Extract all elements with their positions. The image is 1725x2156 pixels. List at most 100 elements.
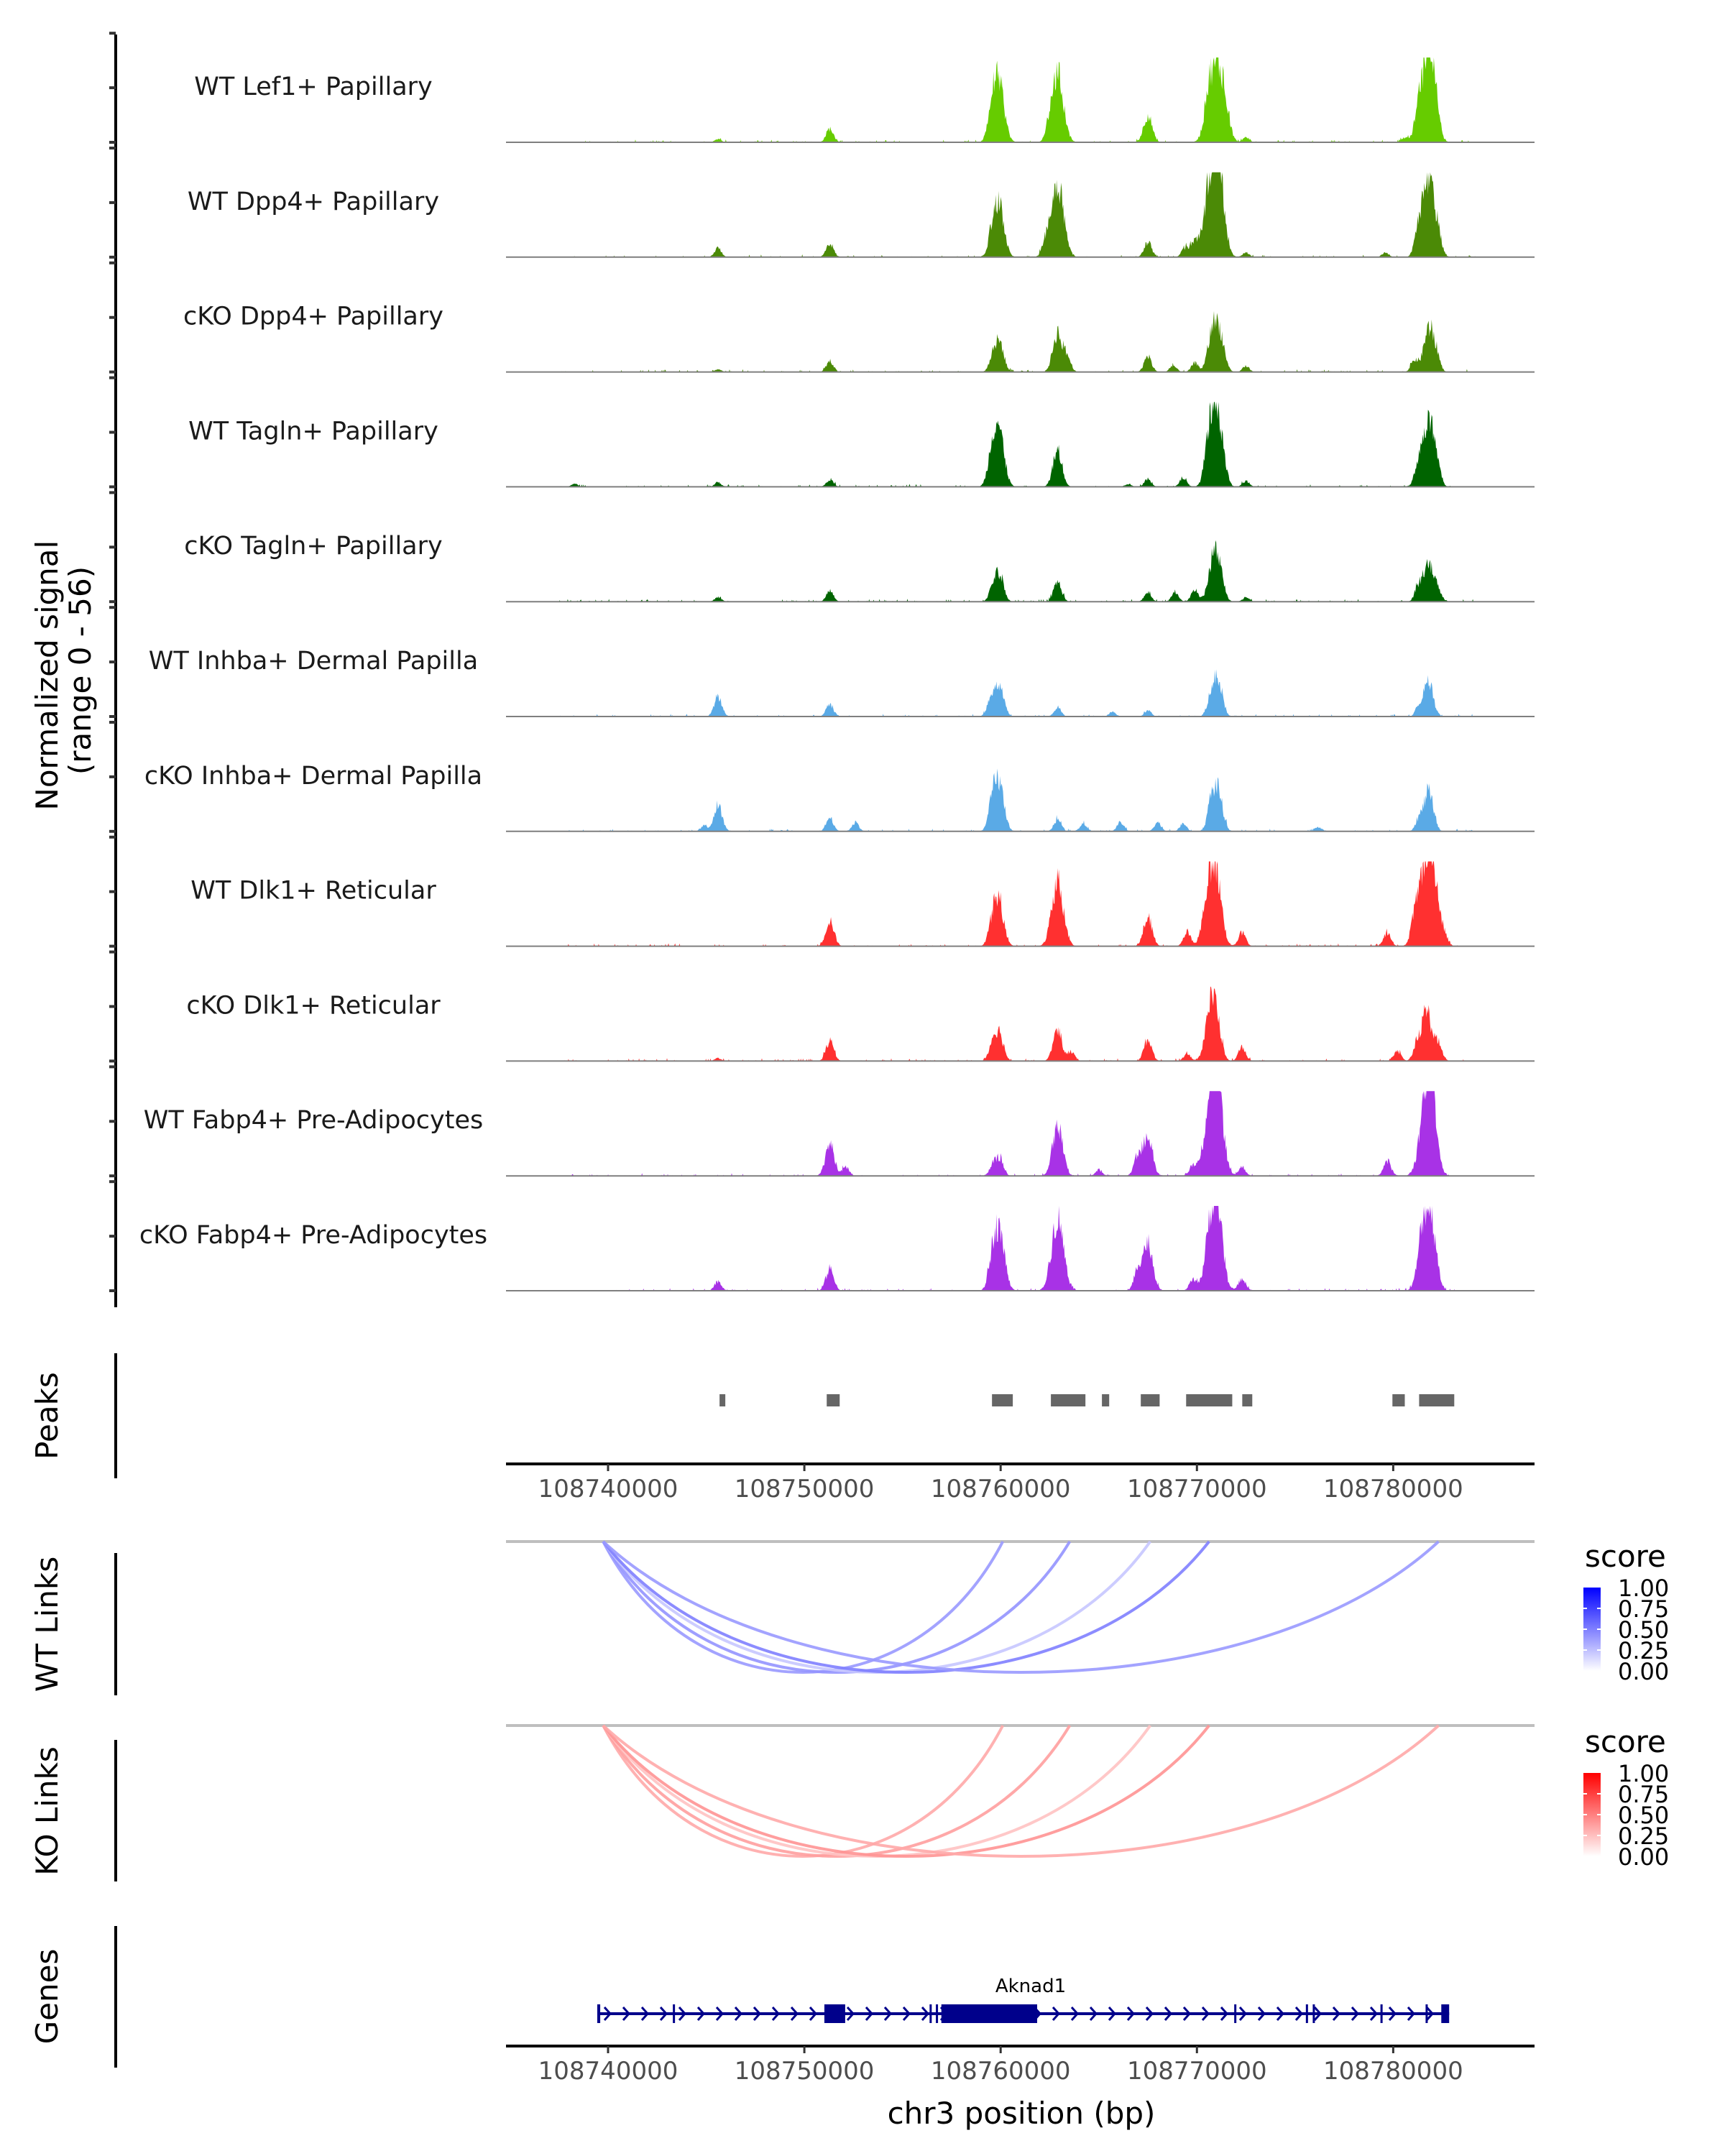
strand-arrow bbox=[622, 2007, 630, 2021]
strand-arrow bbox=[1126, 2007, 1135, 2021]
strand-arrow bbox=[1164, 2007, 1172, 2021]
gene-exon bbox=[673, 2004, 676, 2023]
track-label: cKO Dlk1+ Reticular bbox=[186, 991, 441, 1020]
signal-area bbox=[506, 1091, 1535, 1176]
genes-section: Genes Aknad1 108740000 108750000 108760000… bbox=[29, 1926, 1535, 2131]
strand-arrow bbox=[1407, 2007, 1415, 2021]
legend-tick-label: 0.25 bbox=[1618, 1637, 1669, 1664]
x-tick-label: 108740000 bbox=[538, 1475, 678, 1503]
gene-exon bbox=[1305, 2004, 1308, 2023]
link-arc bbox=[602, 1724, 1072, 1858]
x-tick-label: 108770000 bbox=[1127, 1475, 1267, 1503]
track-label: cKO Fabp4+ Pre-Adipocytes bbox=[139, 1221, 487, 1250]
link-arc bbox=[602, 1540, 1210, 1674]
signal-track: WT Dpp4+ Papillary bbox=[188, 172, 1535, 258]
track-label: WT Dlk1+ Reticular bbox=[190, 877, 436, 906]
link-arc bbox=[602, 1541, 1004, 1674]
link-arc bbox=[602, 1724, 1210, 1858]
x-tick-label: 108760000 bbox=[931, 1475, 1071, 1503]
x-axis-title: chr3 position (bp) bbox=[888, 2096, 1156, 2131]
legend-tick-label: 0.25 bbox=[1618, 1823, 1669, 1850]
link-arc bbox=[602, 1540, 1072, 1674]
track-label: cKO Dpp4+ Papillary bbox=[183, 303, 443, 331]
signal-y-ticks bbox=[109, 32, 116, 1292]
strand-arrow bbox=[1351, 2007, 1359, 2021]
gene-exon bbox=[1425, 2004, 1428, 2023]
legend-tick-label: 0.00 bbox=[1618, 1843, 1669, 1871]
strand-arrow bbox=[1089, 2007, 1098, 2021]
legend-tick-label: 1.00 bbox=[1618, 1760, 1669, 1787]
gene-exon bbox=[1312, 2004, 1315, 2023]
gene-exon bbox=[941, 2004, 1037, 2023]
gene-exon bbox=[824, 2004, 845, 2023]
signal-area bbox=[506, 1206, 1535, 1291]
strand-arrow bbox=[1201, 2007, 1210, 2021]
strand-arrow bbox=[1070, 2007, 1079, 2021]
signal-area bbox=[506, 540, 1535, 602]
strand-arrow bbox=[678, 2007, 686, 2021]
signal-area bbox=[506, 172, 1535, 257]
legend-tick-label: 0.00 bbox=[1618, 1658, 1669, 1685]
link-arc bbox=[602, 1725, 1004, 1858]
strand-arrow bbox=[902, 2007, 911, 2021]
strand-arrow bbox=[790, 2007, 799, 2021]
signal-track: WT Dlk1+ Reticular bbox=[190, 861, 1535, 947]
signal-track: WT Inhba+ Dermal Papilla bbox=[149, 647, 1535, 717]
signal-track: cKO Dlk1+ Reticular bbox=[186, 986, 1535, 1062]
peak-region bbox=[1392, 1394, 1405, 1406]
strand-arrow bbox=[734, 2007, 742, 2021]
x-tick-label: 108780000 bbox=[1323, 1475, 1463, 1503]
top-x-ticks: 108740000 108750000 108760000 108770000 1087… bbox=[538, 1464, 1463, 1503]
gene-exon bbox=[1380, 2004, 1383, 2023]
peak-region bbox=[992, 1394, 1013, 1406]
links-track-title: WT Links bbox=[29, 1557, 65, 1692]
x-tick-label: 108750000 bbox=[735, 2057, 875, 2086]
x-tick-label: 108780000 bbox=[1323, 2057, 1463, 2086]
strand-arrow bbox=[846, 2007, 855, 2021]
strand-arrow bbox=[1145, 2007, 1154, 2021]
genes-track-title: Genes bbox=[29, 1949, 65, 2045]
strand-arrow bbox=[715, 2007, 724, 2021]
link-arc bbox=[602, 1540, 1151, 1674]
strand-arrow bbox=[921, 2007, 929, 2021]
gene-exon bbox=[1234, 2004, 1237, 2023]
legend-title: score bbox=[1585, 1724, 1666, 1759]
bottom-x-ticks: 108740000 108750000 108760000 108770000 1087… bbox=[538, 2046, 1463, 2086]
gene-exon bbox=[936, 2004, 939, 2023]
strand-arrow bbox=[1425, 2007, 1434, 2021]
peak-regions bbox=[719, 1394, 1455, 1406]
gene-exon bbox=[929, 2004, 932, 2023]
signal-track: WT Lef1+ Papillary bbox=[194, 57, 1535, 143]
legend-title: score bbox=[1585, 1539, 1666, 1574]
signal-track: cKO Dpp4+ Papillary bbox=[183, 303, 1535, 373]
track-label: WT Inhba+ Dermal Papilla bbox=[149, 647, 478, 676]
x-tick-label: 108750000 bbox=[735, 1475, 875, 1503]
signal-tracks: WT Lef1+ Papillary WT Dpp4+ Papillary cKO … bbox=[139, 57, 1535, 1291]
signal-area bbox=[506, 861, 1535, 946]
legend-tick-label: 0.50 bbox=[1618, 1802, 1669, 1829]
gene-exon bbox=[597, 2004, 601, 2023]
strand-arrow bbox=[771, 2007, 780, 2021]
legend-tick-label: 0.75 bbox=[1618, 1595, 1669, 1623]
strand-arrow bbox=[640, 2007, 649, 2021]
signal-area bbox=[506, 57, 1535, 142]
signal-area bbox=[506, 402, 1535, 487]
strand-arrow bbox=[865, 2007, 873, 2021]
strand-arrow bbox=[1220, 2007, 1228, 2021]
peak-region bbox=[1141, 1394, 1160, 1406]
signal-area bbox=[506, 669, 1535, 717]
peak-region bbox=[1242, 1394, 1253, 1406]
strand-arrow bbox=[1182, 2007, 1191, 2021]
gene-exon bbox=[1441, 2004, 1450, 2023]
signal-y-axis-title: Normalized signal (range 0 - 56) bbox=[29, 530, 98, 810]
strand-arrow bbox=[696, 2007, 705, 2021]
strand-arrow bbox=[1294, 2007, 1303, 2021]
strand-arrow bbox=[753, 2007, 761, 2021]
strand-arrow bbox=[1332, 2007, 1340, 2021]
peak-region bbox=[1419, 1394, 1455, 1406]
signal-track: WT Fabp4+ Pre-Adipocytes bbox=[144, 1091, 1535, 1177]
